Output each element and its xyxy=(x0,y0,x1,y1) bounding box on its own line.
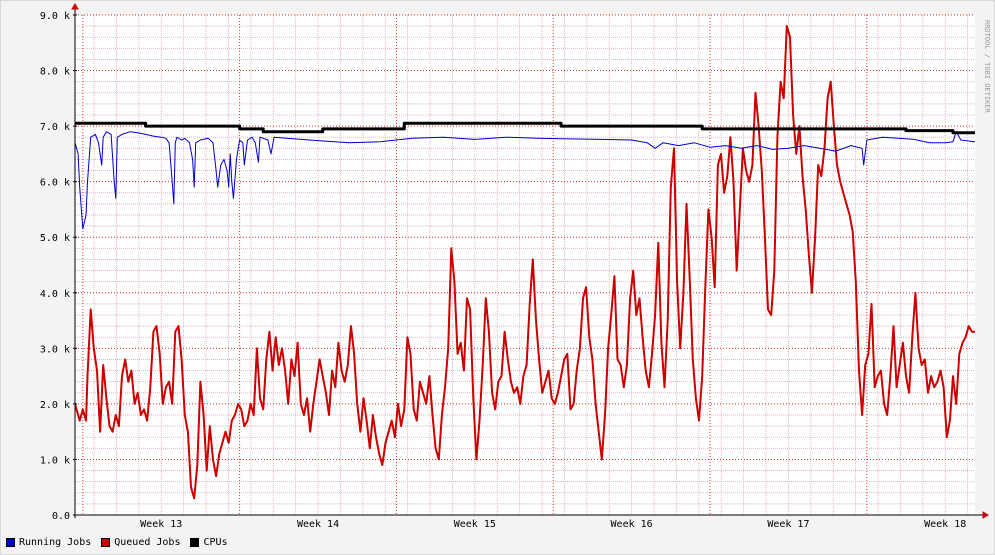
y-tick-label: 5.0 k xyxy=(40,233,70,244)
legend-swatch-queued-jobs xyxy=(101,537,111,547)
y-axis-arrow xyxy=(71,3,79,10)
x-tick-label: Week 16 xyxy=(611,519,653,530)
series-line-queued-jobs xyxy=(75,25,975,500)
series-line-running-jobs xyxy=(75,131,975,230)
y-tick-label: 2.0 k xyxy=(40,400,70,411)
legend-label-cpus: CPUs xyxy=(203,536,228,548)
legend-swatch-cpus xyxy=(190,537,200,547)
x-tick-label: Week 18 xyxy=(924,519,966,530)
watermark-text: RRDTOOL / TOBI OETIKER xyxy=(983,20,991,114)
x-tick-label: Week 14 xyxy=(297,519,339,530)
y-tick-label: 1.0 k xyxy=(40,455,70,466)
y-tick-label: 3.0 k xyxy=(40,344,70,355)
y-tick-label: 7.0 k xyxy=(40,122,70,133)
x-axis-arrow xyxy=(982,511,989,519)
legend-swatch-running-jobs xyxy=(6,537,15,547)
legend-item-queued-jobs: Queued Jobs xyxy=(101,537,180,548)
legend-item-running-jobs: Running Jobs xyxy=(6,537,91,548)
legend: Running Jobs Queued Jobs CPUs xyxy=(6,535,228,549)
legend-label-queued-jobs: Queued Jobs xyxy=(114,536,181,548)
y-tick-label: 4.0 k xyxy=(40,289,70,300)
y-tick-label: 8.0 k xyxy=(40,67,70,78)
legend-label-running-jobs: Running Jobs xyxy=(19,536,92,548)
x-tick-label: Week 15 xyxy=(454,519,496,530)
plot-background xyxy=(75,15,975,515)
x-tick-label: Week 13 xyxy=(140,519,182,530)
x-tick-label: Week 17 xyxy=(767,519,809,530)
y-tick-label: 9.0 k xyxy=(40,11,70,22)
y-tick-label: 6.0 k xyxy=(40,178,70,189)
y-tick-label: 0.0 xyxy=(52,511,70,522)
series-line-cpus xyxy=(75,121,975,135)
legend-item-cpus: CPUs xyxy=(190,536,228,548)
